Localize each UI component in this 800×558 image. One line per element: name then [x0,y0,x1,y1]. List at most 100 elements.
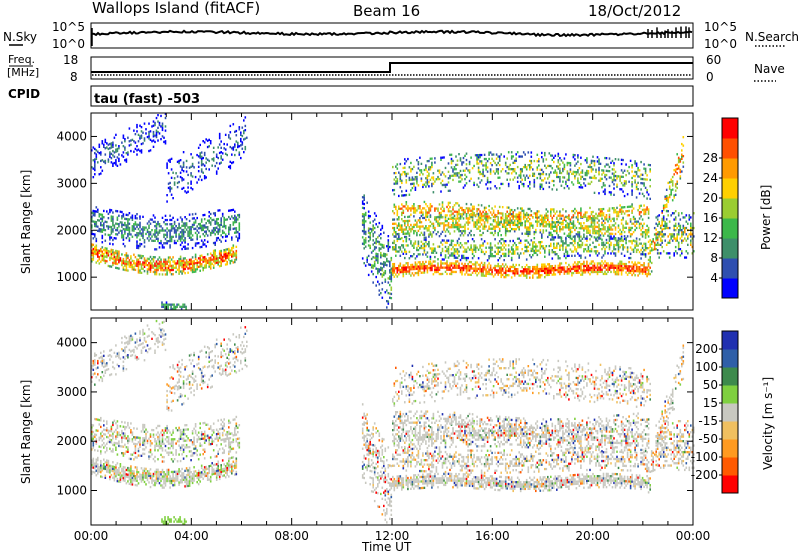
heatmap-cell [169,261,171,263]
heatmap-cell [123,135,125,137]
heatmap-cell [451,210,453,212]
heatmap-cell [183,178,185,180]
heatmap-cell [619,246,621,248]
heatmap-cell [129,144,131,146]
heatmap-cell [589,166,591,168]
heatmap-cell [428,243,430,245]
heatmap-cell [491,273,493,275]
heatmap-cell [436,267,438,269]
heatmap-cell [514,220,516,222]
heatmap-cell [565,226,567,228]
heatmap-cell [96,245,98,247]
heatmap-cell [627,274,629,276]
heatmap-cell [451,224,453,226]
heatmap-cell [219,224,221,226]
heatmap-cell [482,232,484,234]
heatmap-cell [621,261,623,263]
heatmap-cell [625,239,627,241]
heatmap-cell [425,209,427,211]
heatmap-cell [457,164,459,166]
heatmap-cell [388,246,390,248]
heatmap-cell [388,239,390,241]
heatmap-cell [427,216,429,218]
heatmap-cell [588,232,590,234]
heatmap-cell [401,251,403,253]
heatmap-cell [166,304,168,306]
heatmap-cell [597,230,599,232]
heatmap-cell [487,187,489,189]
heatmap-cell [601,271,603,273]
heatmap-cell [159,132,161,134]
heatmap-cell [363,232,365,234]
heatmap-cell [454,230,456,232]
heatmap-cell [142,255,144,257]
heatmap-cell [103,257,105,259]
heatmap-cell [497,247,499,249]
heatmap-cell [144,123,146,125]
heatmap-cell [464,155,466,157]
heatmap-cell [416,178,418,180]
heatmap-cell [531,239,533,241]
heatmap-cell [144,226,146,228]
heatmap-cell [470,246,472,248]
heatmap-cell [363,247,365,249]
heatmap-cell [93,168,95,170]
heatmap-cell [159,267,161,269]
heatmap-cell [407,224,409,226]
heatmap-cell [363,224,365,226]
heatmap-cell [99,258,101,260]
heatmap-cell [586,170,588,172]
heatmap-cell [138,263,140,265]
heatmap-cell [163,306,165,308]
heatmap-cell [133,225,135,227]
heatmap-cell [430,168,432,170]
heatmap-cell [524,270,526,272]
heatmap-cell [479,268,481,270]
heatmap-cell [433,265,435,267]
heatmap-cell [482,175,484,177]
heatmap-cell [394,246,396,248]
heatmap-cell [139,272,141,274]
heatmap-cell [199,157,201,159]
heatmap-cell [407,173,409,175]
heatmap-cell [157,120,159,122]
heatmap-cell [365,239,367,241]
heatmap-cell [624,212,626,214]
heatmap-cell [544,154,546,156]
heatmap-cell [419,247,421,249]
heatmap-cell [496,253,498,255]
heatmap-cell [642,245,644,247]
heatmap-cell [583,250,585,252]
heatmap-cell [196,268,198,270]
heatmap-cell [239,128,241,130]
heatmap-cell [382,254,384,256]
heatmap-cell [428,207,430,209]
heatmap-cell [446,262,448,264]
heatmap-cell [451,213,453,215]
heatmap-cell [546,215,548,217]
heatmap-cell [452,246,454,248]
heatmap-cell [401,231,403,233]
heatmap-cell [515,218,517,220]
heatmap-cell [148,220,150,222]
heatmap-cell [439,222,441,224]
heatmap-cell [150,231,152,233]
heatmap-cell [94,223,96,225]
heatmap-cell [646,208,648,210]
heatmap-cell [380,273,382,275]
heatmap-cell [529,266,531,268]
heatmap-cell [549,182,551,184]
heatmap-cell [236,250,238,252]
heatmap-cell [550,165,552,167]
heatmap-cell [514,230,516,232]
heatmap-cell [395,248,397,250]
heatmap-cell [481,274,483,276]
heatmap-cell [494,172,496,174]
heatmap-cell [591,170,593,172]
heatmap-cell [589,164,591,166]
heatmap-cell [165,117,167,119]
heatmap-cell [442,210,444,212]
heatmap-cell [543,179,545,181]
heatmap-cell [445,220,447,222]
heatmap-cell [476,270,478,272]
